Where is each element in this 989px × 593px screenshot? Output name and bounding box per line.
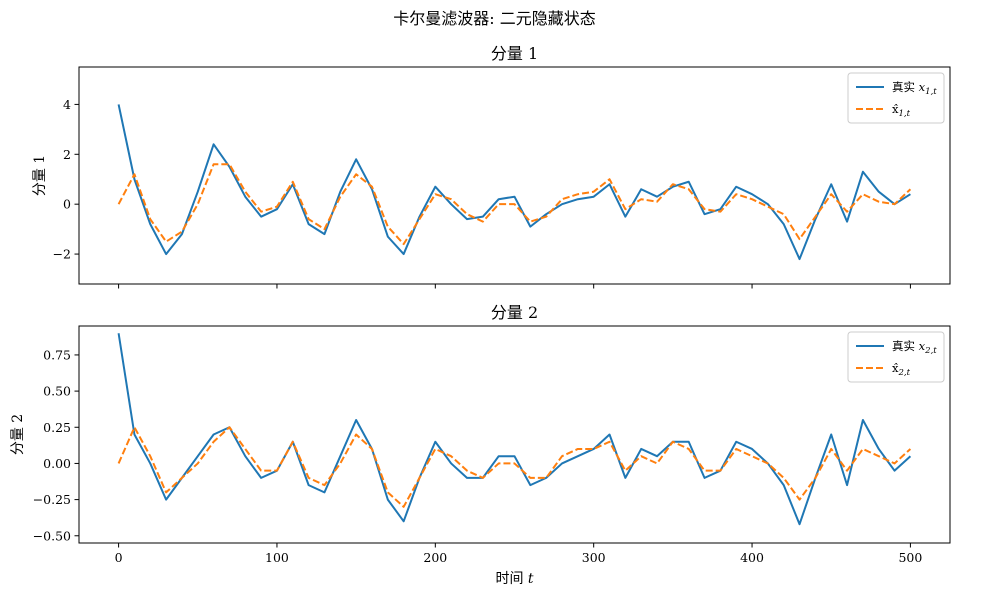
x-tick-label: 0 — [115, 550, 123, 565]
y-tick-label: −2 — [53, 247, 71, 262]
x-tick-label: 100 — [265, 550, 289, 565]
chart-title: 分量 2 — [491, 303, 538, 322]
y-tick-label: −0.50 — [33, 528, 71, 543]
series-line-1 — [117, 104, 911, 261]
x-tick-label: 200 — [423, 550, 447, 565]
y-tick-label: −0.25 — [33, 492, 71, 507]
x-tick-label: 500 — [898, 550, 922, 565]
plot-frame — [78, 66, 951, 285]
y-tick-label: 0.00 — [43, 456, 71, 471]
panels: 分量 1 −2 0 2 4 分量 1 真实 x1,t x̂1,t 分量 2 0 100 200 300 4… — [10, 44, 951, 587]
x-tick-label: 300 — [582, 550, 606, 565]
y-axis-label: 分量 1 — [32, 155, 48, 196]
legend-label-2: x̂2,t — [892, 361, 911, 378]
legend-label-1: 真实 x2,t — [892, 339, 937, 356]
x-axis-label: 时间 t — [495, 571, 533, 587]
y-tick-label: 4 — [63, 97, 71, 112]
figure-suptitle: 卡尔曼滤波器: 二元隐藏状态 — [393, 9, 595, 28]
chart-panel-1: 分量 1 −2 0 2 4 分量 1 真实 x1,t x̂1,t — [32, 44, 951, 289]
legend: 真实 x1,t x̂1,t — [847, 72, 945, 124]
y-tick-label: 0.50 — [43, 384, 71, 399]
y-tick-label: 0.25 — [43, 420, 71, 435]
y-tick-label: 2 — [63, 147, 71, 162]
y-axis-label: 分量 2 — [10, 414, 26, 455]
legend-box — [847, 331, 945, 383]
plot-frame — [78, 325, 951, 544]
x-tick-label: 400 — [740, 550, 764, 565]
y-tick-label: 0.75 — [43, 347, 71, 362]
legend-label-2: x̂1,t — [892, 102, 911, 119]
series-line-2 — [117, 426, 912, 508]
legend: 真实 x2,t x̂2,t — [847, 331, 945, 383]
chart-panel-2: 分量 2 0 100 200 300 400 500 −0.50 −0.25 0.00 0.25 0.… — [10, 303, 951, 587]
legend-box — [847, 72, 945, 124]
series-line-1 — [117, 333, 912, 526]
y-tick-label: 0 — [63, 197, 71, 212]
legend-label-1: 真实 x1,t — [892, 80, 937, 97]
chart-title: 分量 1 — [491, 44, 538, 63]
